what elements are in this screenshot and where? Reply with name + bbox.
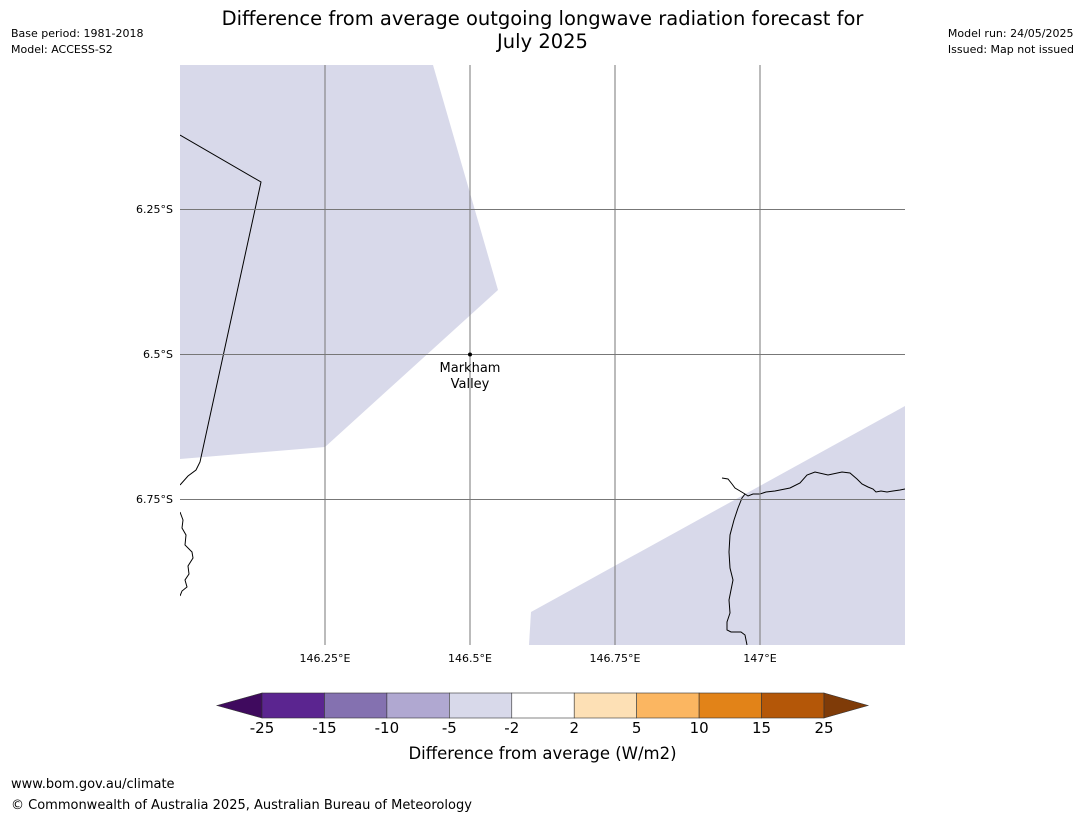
colorbar-tick-label: -5: [441, 719, 457, 737]
colorbar-swatch: [761, 692, 825, 719]
colorbar-swatch: [573, 692, 637, 719]
meta-right: Model run: 24/05/2025 Issued: Map not is…: [948, 26, 1074, 58]
colorbar-tick-label: -2: [504, 719, 520, 737]
lon-tick-label: 146.5°E: [448, 652, 492, 665]
map-area: [180, 65, 905, 645]
place-label: Markham Valley: [440, 361, 501, 392]
base-period-text: Base period: 1981-2018: [11, 27, 144, 40]
lon-tick-label: 146.25°E: [300, 652, 351, 665]
colorbar-swatch: [636, 692, 700, 719]
lon-tick-label: 146.75°E: [590, 652, 641, 665]
lat-tick-label: 6.5°S: [143, 348, 173, 361]
colorbar-tick-label: -25: [249, 719, 275, 737]
colorbar-swatch: [698, 692, 762, 719]
colorbar-tick-label: -10: [374, 719, 400, 737]
anomaly-region-northwest: [180, 65, 498, 459]
footer: www.bom.gov.au/climate © Commonwealth of…: [11, 774, 472, 816]
issued-text: Issued: Map not issued: [947, 43, 1074, 56]
colorbar-tick-label: 15: [752, 719, 772, 737]
place-label-line-1: Markham: [440, 361, 501, 376]
colorbar-swatch: [261, 692, 325, 719]
footer-url: www.bom.gov.au/climate: [11, 777, 175, 792]
model-run-text: Model run: 24/05/2025: [947, 27, 1074, 40]
colorbar-extend-high: [823, 692, 870, 719]
colorbar-tick-label: 2: [569, 719, 579, 737]
markham-valley-marker: [468, 352, 472, 357]
anomaly-region-southeast: [529, 406, 905, 645]
colorbar-tick-label: -15: [312, 719, 337, 737]
colorbar-tick-label: 10: [689, 719, 709, 737]
title-line-2: July 2025: [497, 30, 588, 53]
colorbar-swatches: [215, 692, 870, 719]
map-title: Difference from average outgoing longwav…: [180, 7, 905, 53]
footer-copyright: © Commonwealth of Australia 2025, Austra…: [11, 798, 472, 813]
colorbar-swatch: [324, 692, 388, 719]
coastline: [180, 134, 905, 645]
lat-tick-label: 6.25°S: [136, 203, 173, 216]
colorbar-swatch: [449, 692, 513, 719]
colorbar-tick-label: 5: [631, 719, 642, 737]
colorbar-label: Difference from average (W/m2): [408, 744, 677, 763]
colorbar-extend-low: [215, 692, 263, 719]
meta-left: Base period: 1981-2018 Model: ACCESS-S2: [11, 26, 143, 58]
longitude-tick-labels: 146.25°E 146.5°E 146.75°E 147°E: [300, 652, 777, 665]
model-text: Model: ACCESS-S2: [11, 43, 113, 56]
place-label-line-2: Valley: [451, 377, 490, 392]
colorbar-swatch: [511, 692, 575, 719]
lat-tick-label: 6.75°S: [136, 493, 173, 506]
title-line-1: Difference from average outgoing longwav…: [221, 7, 864, 30]
colorbar-tick-label: 25: [814, 719, 834, 737]
lon-tick-label: 147°E: [743, 652, 776, 665]
colorbar-swatch: [386, 692, 450, 719]
latitude-tick-labels: 6.25°S 6.5°S 6.75°S: [136, 203, 173, 506]
